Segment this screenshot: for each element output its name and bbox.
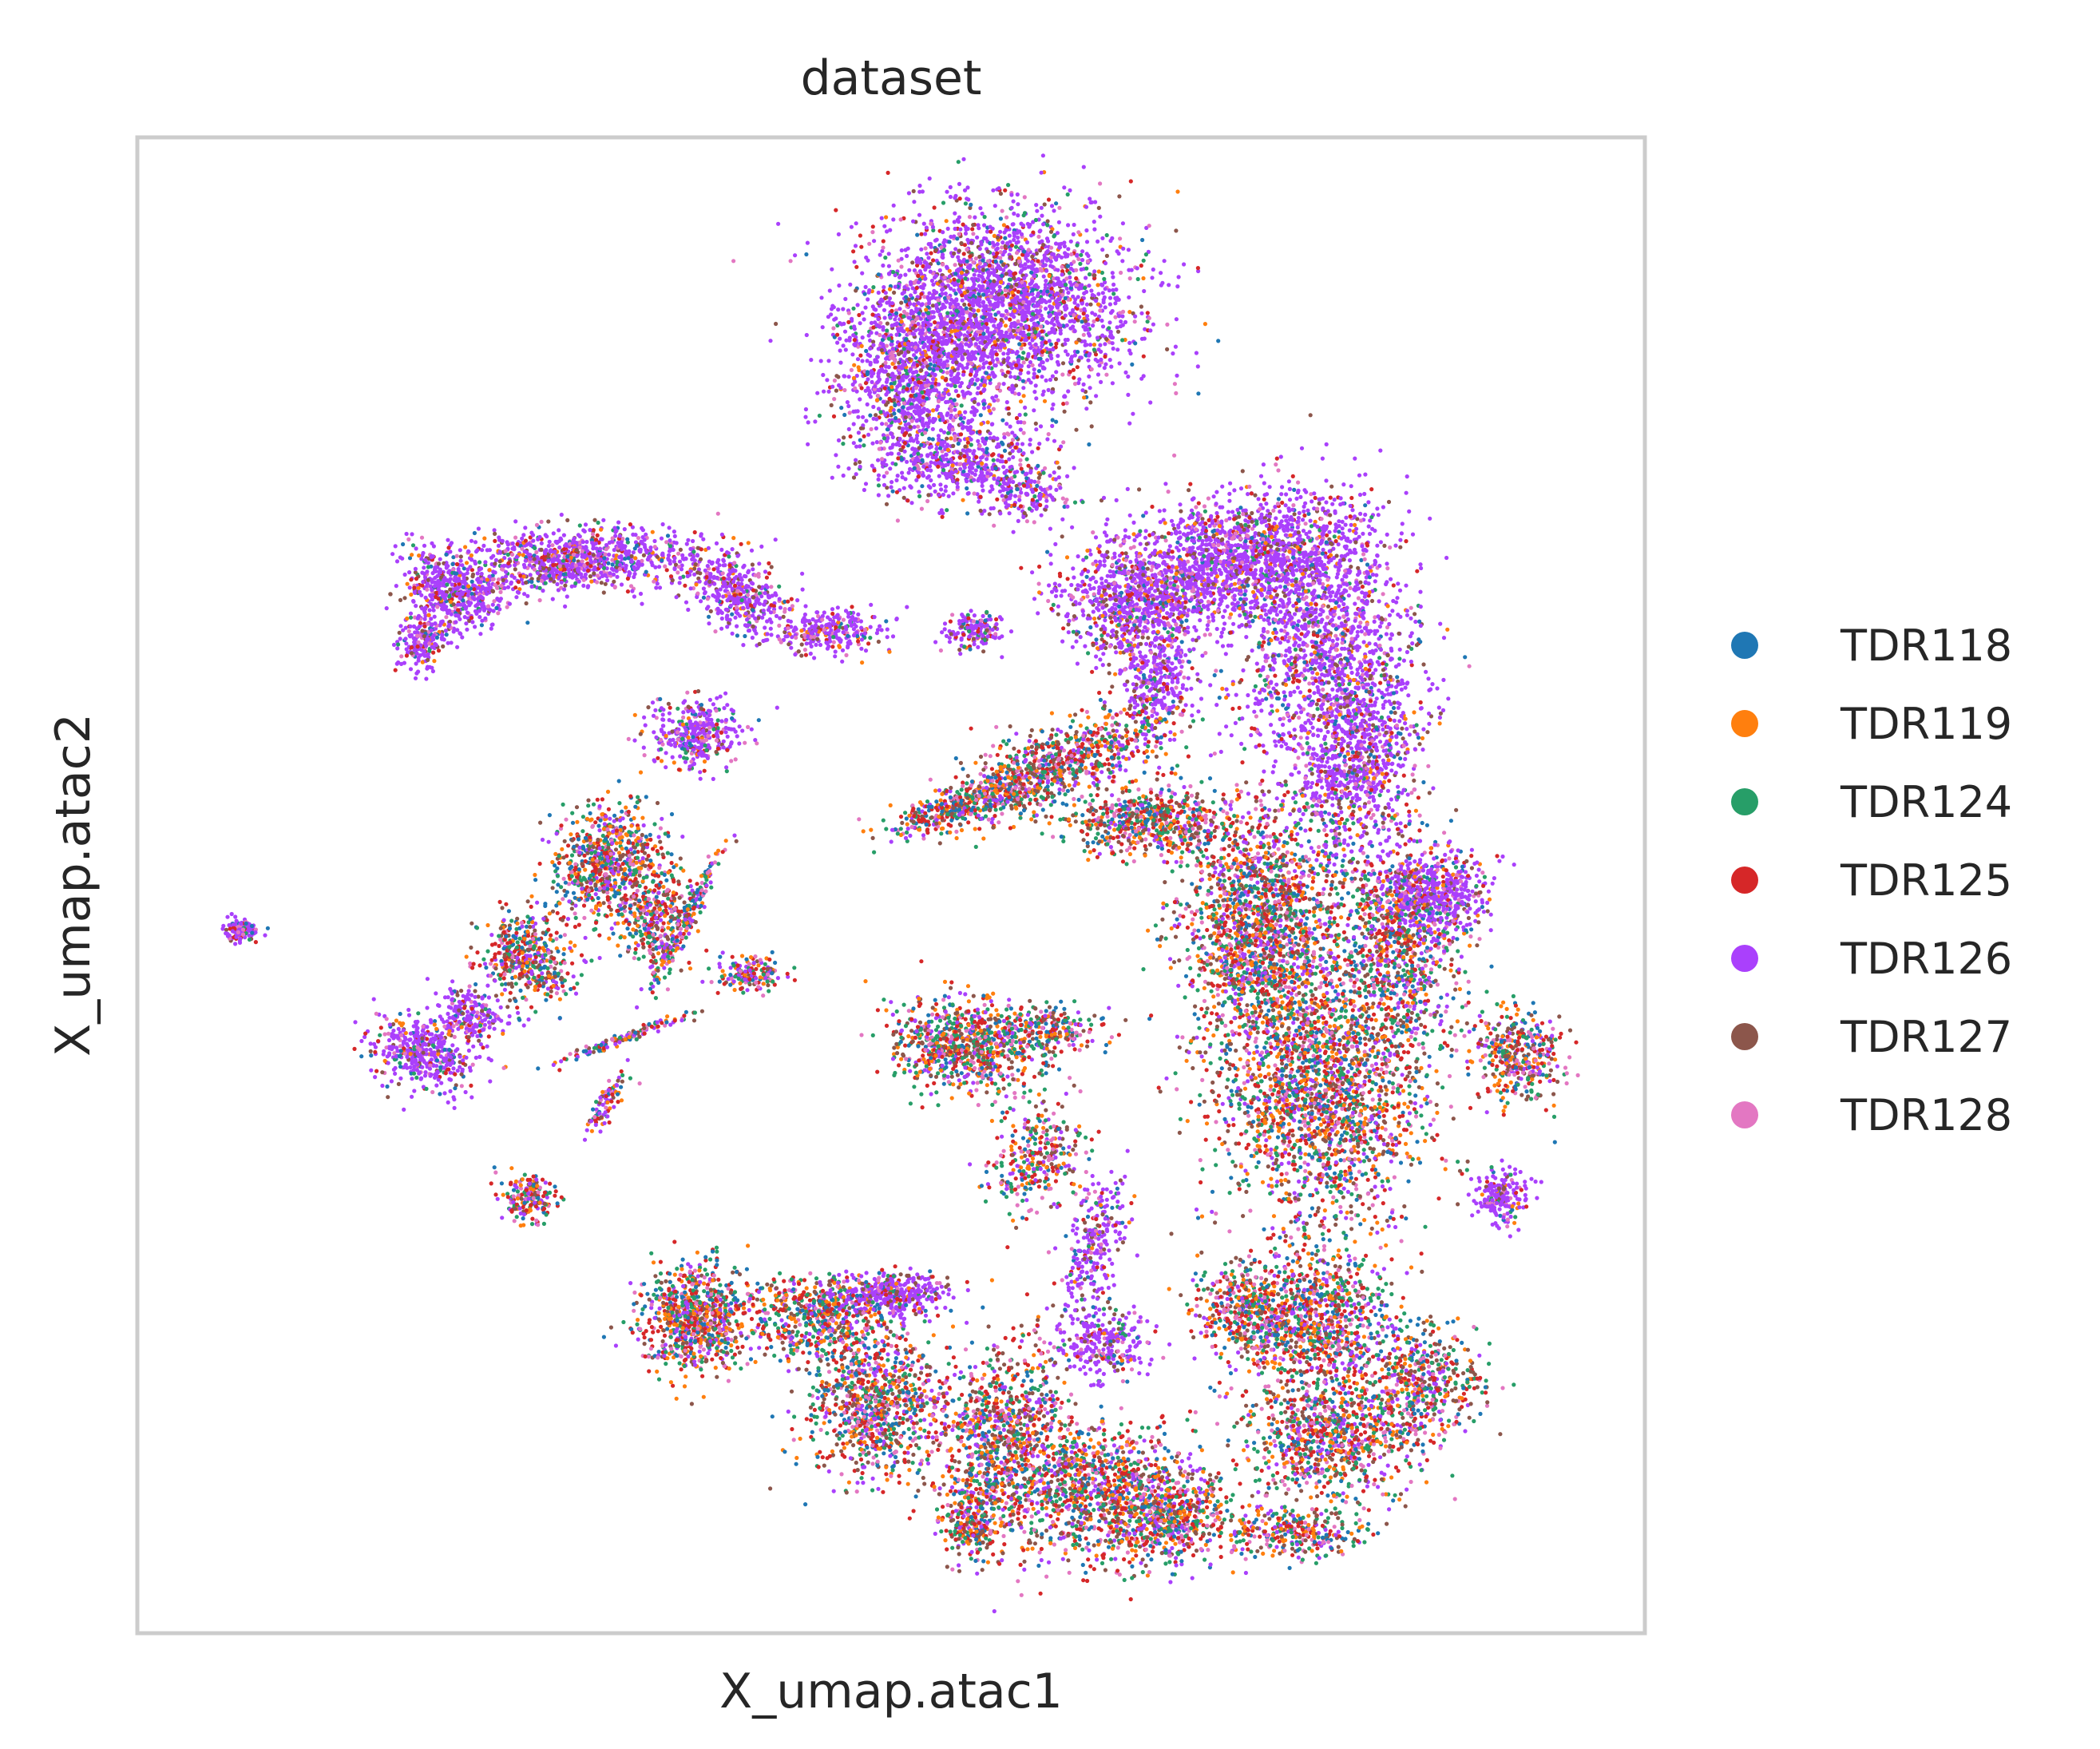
chart-title: dataset bbox=[801, 50, 982, 106]
legend-label: TDR125 bbox=[1840, 855, 2012, 906]
point-cluster-32 bbox=[968, 1084, 1101, 1250]
legend-marker bbox=[1731, 788, 1758, 815]
legend-label: TDR118 bbox=[1840, 621, 2012, 671]
y-axis-label: X_umap.atac2 bbox=[46, 713, 101, 1057]
point-cluster-20 bbox=[489, 1165, 566, 1227]
point-cluster-9 bbox=[933, 609, 1013, 659]
point-cluster-10 bbox=[627, 689, 779, 781]
legend-label: TDR127 bbox=[1840, 1012, 2012, 1062]
point-cluster-39 bbox=[1440, 990, 1580, 1144]
legend-item-tdr118: TDR118 bbox=[1731, 621, 2012, 671]
legend-item-tdr124: TDR124 bbox=[1731, 777, 2012, 827]
legend-item-tdr126: TDR126 bbox=[1731, 934, 2012, 984]
legend-label: TDR119 bbox=[1840, 699, 2012, 749]
x-axis-label: X_umap.atac1 bbox=[719, 1664, 1063, 1719]
legend-marker bbox=[1731, 632, 1758, 659]
legend-marker bbox=[1731, 1023, 1758, 1050]
legend-item-tdr125: TDR125 bbox=[1731, 855, 2012, 906]
legend-marker bbox=[1731, 945, 1758, 972]
legend-marker bbox=[1731, 710, 1758, 737]
point-cluster-21 bbox=[220, 912, 270, 946]
point-cluster-17 bbox=[700, 950, 797, 997]
legend-item-tdr119: TDR119 bbox=[1731, 699, 2012, 749]
point-cluster-3 bbox=[978, 459, 1084, 534]
point-cluster-11 bbox=[529, 771, 692, 974]
legend: TDR118 TDR119 TDR124 TDR125 TDR126 TDR127 TDR1… bbox=[1731, 621, 2012, 1140]
point-cluster-33 bbox=[1047, 1149, 1139, 1325]
legend-item-tdr128: TDR128 bbox=[1731, 1090, 2012, 1140]
legend-label: TDR128 bbox=[1840, 1090, 2012, 1140]
legend-marker bbox=[1731, 1101, 1758, 1128]
point-cluster-30 bbox=[859, 959, 1061, 1115]
legend-label: TDR124 bbox=[1840, 777, 2012, 827]
legend-label: TDR126 bbox=[1840, 934, 2012, 984]
legend-item-tdr127: TDR127 bbox=[1731, 1012, 2012, 1062]
scatter-points bbox=[220, 153, 1579, 1613]
point-cluster-19 bbox=[583, 1058, 642, 1142]
legend-marker bbox=[1731, 867, 1758, 894]
point-cluster-40 bbox=[1458, 1159, 1543, 1239]
point-cluster-0 bbox=[731, 153, 1220, 494]
point-cluster-22 bbox=[1019, 454, 1432, 674]
